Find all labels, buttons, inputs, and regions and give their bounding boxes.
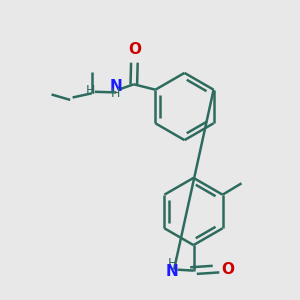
Text: N: N — [166, 264, 178, 279]
Text: N: N — [110, 79, 122, 94]
Text: H: H — [85, 84, 95, 98]
Text: O: O — [128, 42, 141, 57]
Text: H: H — [111, 87, 121, 101]
Text: O: O — [221, 262, 234, 277]
Text: H: H — [167, 257, 177, 270]
